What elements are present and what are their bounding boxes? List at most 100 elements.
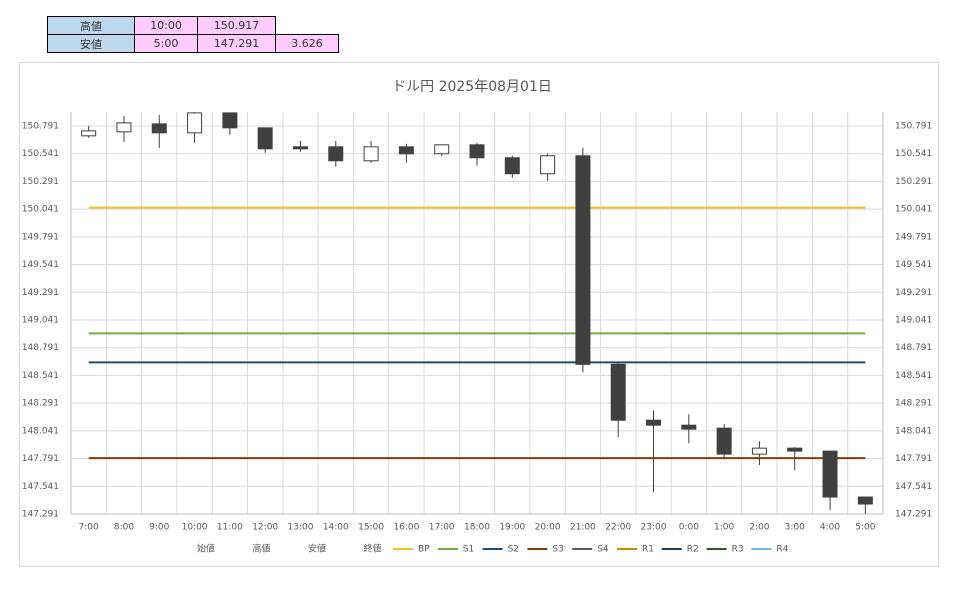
legend-label: R3 <box>732 545 744 555</box>
legend-label: S1 <box>463 545 474 555</box>
x-tick-label: 5:00 <box>855 523 875 533</box>
candle-body <box>469 144 485 159</box>
x-tick-label: 13:00 <box>288 523 314 533</box>
y2-tick-label: 149.791 <box>895 232 932 242</box>
candle-body <box>787 447 803 452</box>
y2-tick-label: 149.541 <box>895 260 932 270</box>
candle-body <box>857 496 873 505</box>
x-tick-label: 23:00 <box>641 523 667 533</box>
y2-tick-label: 148.791 <box>895 343 932 353</box>
candle-body <box>151 123 167 134</box>
x-tick-label: 2:00 <box>749 523 769 533</box>
x-tick-label: 14:00 <box>323 523 349 533</box>
x-tick-label: 3:00 <box>785 523 805 533</box>
legend-label: S2 <box>508 545 519 555</box>
legend-label: 始値 <box>197 543 215 555</box>
candle-body <box>575 155 591 365</box>
candle-body <box>81 130 97 137</box>
y-tick-label: 149.291 <box>22 288 59 298</box>
candle-body <box>681 424 697 430</box>
x-tick-label: 17:00 <box>429 523 455 533</box>
x-tick-label: 12:00 <box>252 523 278 533</box>
y-tick-label: 150.541 <box>22 149 59 159</box>
chart-frame <box>19 62 939 567</box>
chart-title: ドル円 2025年08月01日 <box>392 79 552 95</box>
y-tick-label: 150.291 <box>22 177 59 187</box>
x-tick-label: 21:00 <box>570 523 596 533</box>
y2-tick-label: 149.291 <box>895 288 932 298</box>
candle-body <box>822 450 838 498</box>
candle-body <box>398 146 414 155</box>
x-tick-label: 10:00 <box>182 523 208 533</box>
y-tick-label: 147.291 <box>22 510 59 520</box>
candle-body <box>222 112 238 129</box>
y-tick-label: 148.041 <box>22 426 59 436</box>
candle-body <box>751 447 767 455</box>
candle-body <box>716 427 732 455</box>
legend-label: R2 <box>687 545 699 555</box>
x-tick-label: 20:00 <box>535 523 561 533</box>
y-tick-label: 150.041 <box>22 205 59 215</box>
x-tick-label: 1:00 <box>714 523 734 533</box>
table-row: 高値 10:00 150.917 <box>47 16 339 35</box>
y2-tick-label: 147.291 <box>895 510 932 520</box>
candle-body <box>363 146 379 162</box>
candle-body <box>116 122 132 133</box>
candle-body <box>328 146 344 162</box>
x-tick-label: 11:00 <box>217 523 243 533</box>
y-tick-label: 149.041 <box>22 315 59 325</box>
y-tick-label: 150.791 <box>22 121 59 131</box>
y2-tick-label: 150.291 <box>895 177 932 187</box>
table-cell: 5:00 <box>134 34 198 53</box>
table-cell: 147.291 <box>197 34 276 53</box>
legend-label: R1 <box>642 545 654 555</box>
legend-label: 終値 <box>364 543 382 555</box>
legend-label: 高値 <box>253 543 271 555</box>
summary-table: 高値 10:00 150.917 安値 5:00 147.291 3.626 <box>47 16 339 53</box>
y-tick-label: 148.541 <box>22 371 59 381</box>
x-tick-label: 0:00 <box>679 523 699 533</box>
candle-body <box>646 419 662 426</box>
legend-label: S3 <box>552 545 563 555</box>
y2-tick-label: 150.041 <box>895 205 932 215</box>
x-tick-label: 16:00 <box>393 523 419 533</box>
y2-tick-label: 147.541 <box>895 482 932 492</box>
x-tick-label: 8:00 <box>114 523 134 533</box>
y2-tick-label: 148.041 <box>895 426 932 436</box>
table-cell: 安値 <box>47 34 135 53</box>
candle-body <box>257 127 273 150</box>
y2-tick-label: 147.791 <box>895 454 932 464</box>
y-tick-label: 149.541 <box>22 260 59 270</box>
x-tick-label: 18:00 <box>464 523 490 533</box>
y2-tick-label: 149.041 <box>895 315 932 325</box>
table-cell: 高値 <box>47 16 135 35</box>
legend-label: R4 <box>776 545 788 555</box>
y-tick-label: 148.791 <box>22 343 59 353</box>
table-cell: 3.626 <box>275 34 339 53</box>
table-cell: 10:00 <box>134 16 198 35</box>
y-tick-label: 149.791 <box>22 232 59 242</box>
candle-body <box>504 157 520 175</box>
legend-label: BP <box>418 545 430 555</box>
candle-body <box>434 144 450 155</box>
y2-tick-label: 150.541 <box>895 149 932 159</box>
y2-tick-label: 150.791 <box>895 121 932 131</box>
x-tick-label: 4:00 <box>820 523 840 533</box>
table-cell: 150.917 <box>197 16 276 35</box>
candle-body <box>292 146 308 150</box>
y2-tick-label: 148.541 <box>895 371 932 381</box>
candle-body <box>187 112 203 134</box>
y-tick-label: 147.791 <box>22 454 59 464</box>
table-row: 安値 5:00 147.291 3.626 <box>47 34 339 53</box>
y-tick-label: 147.541 <box>22 482 59 492</box>
x-tick-label: 22:00 <box>605 523 631 533</box>
legend-label: S4 <box>597 545 609 555</box>
candle-body <box>610 363 626 421</box>
x-tick-label: 9:00 <box>149 523 169 533</box>
candle-body <box>540 155 556 175</box>
x-tick-label: 15:00 <box>358 523 384 533</box>
y-tick-label: 148.291 <box>22 399 59 409</box>
x-tick-label: 19:00 <box>499 523 525 533</box>
